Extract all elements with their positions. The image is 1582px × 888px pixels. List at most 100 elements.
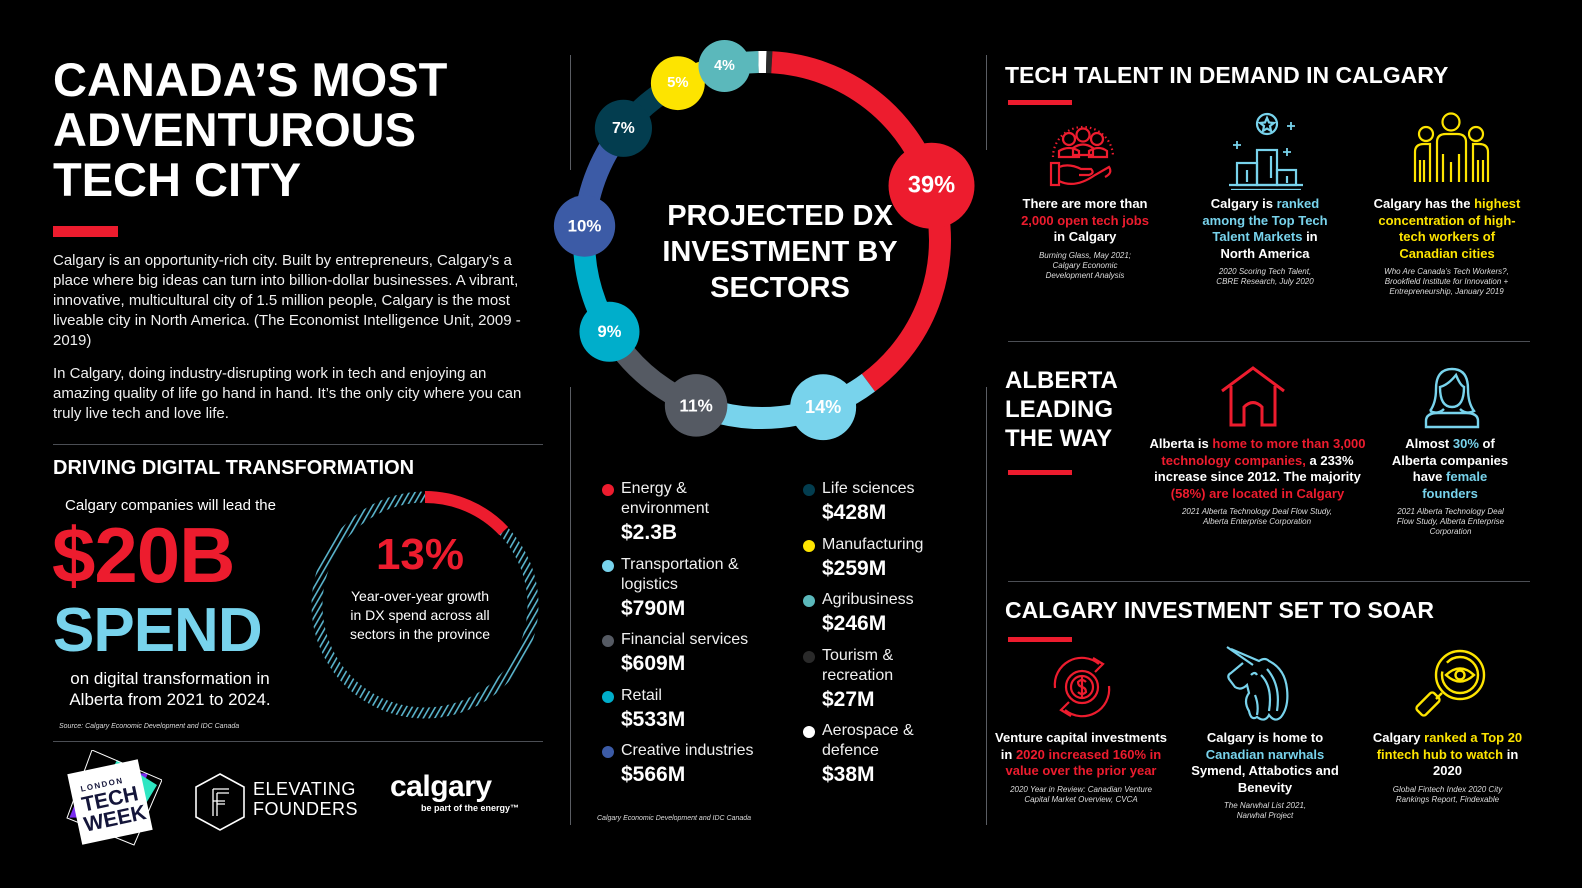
stat-highlight: home to more than 3,000 technology compa… — [1161, 436, 1366, 468]
divider-right-2 — [1008, 581, 1530, 582]
stat-text: Calgary is — [1210, 196, 1277, 211]
stat-text: a 233% increase since 2012. The majority — [1154, 452, 1361, 485]
investment-stat-fintech: Calgary ranked a Top 20 fintech hub to w… — [1370, 730, 1525, 805]
divider-left-2 — [53, 741, 543, 742]
stat-text: Symend, Attabotics and Benevity — [1191, 763, 1339, 795]
ef-line: ELEVATING — [253, 779, 356, 799]
calgary-logo: calgary — [390, 770, 492, 803]
legend-value: $566M — [621, 763, 686, 786]
divider-left-bottom — [570, 387, 571, 825]
intro-paragraph: Calgary is an opportunity-rich city. Bui… — [53, 252, 521, 349]
stat-text: in Calgary — [1053, 229, 1117, 244]
title-accent-bar — [53, 226, 118, 237]
dollar-cycle-icon — [1053, 656, 1111, 718]
ring-percent-label: 14% — [805, 397, 841, 417]
stat-text: Calgary has the — [1373, 196, 1475, 211]
unicorn-icon — [1226, 646, 1289, 721]
legend-value: $27M — [822, 688, 875, 711]
legend-name: Manufacturing — [822, 536, 924, 553]
divider-right-1 — [1008, 341, 1530, 342]
ef-line: FOUNDERS — [253, 799, 359, 819]
stat-highlight: Canadian narwhals — [1205, 746, 1325, 762]
growth-gauge — [311, 491, 539, 719]
ring-bubble — [664, 374, 728, 437]
alberta-section-title: ALBERTA LEADING THE WAY — [1005, 366, 1118, 453]
ring-bubble — [790, 374, 857, 441]
legend-name: Energy & environment — [621, 480, 710, 517]
legend-item: Financial services $609M — [602, 630, 792, 678]
ring-percent-label: 10% — [568, 217, 602, 236]
investment-accent-bar — [1008, 637, 1072, 642]
stat-text: Calgary — [1372, 730, 1425, 745]
legend-dot — [803, 595, 815, 607]
title-line: CANADA’S MOST — [53, 53, 448, 106]
elevating-founders-logo-mark — [195, 773, 245, 831]
growth-description: Year-over-year growth in DX spend across… — [349, 588, 491, 642]
stat-text: Calgary is home to — [1206, 730, 1324, 745]
stat-source: Burning Glass, May 2021; Calgary Economi… — [1038, 250, 1132, 280]
stat-source: Who Are Canada’s Tech Workers?, Brookfie… — [1384, 267, 1509, 296]
people-group-icon — [1413, 112, 1490, 182]
hand-people-icon — [1049, 125, 1115, 187]
investment-stat-venture: Venture capital investments in 2020 incr… — [995, 730, 1167, 805]
stat-text: in 2020 — [1433, 746, 1519, 779]
talent-accent-bar — [1008, 100, 1072, 105]
stat-source: The Narwhal List 2021, Narwhal Project — [1223, 801, 1307, 820]
stat-highlight: 2,000 open tech jobs — [1021, 212, 1149, 228]
divider-left-1 — [53, 444, 543, 445]
legend-value: $2.3B — [621, 521, 678, 544]
legend-name: Agribusiness — [822, 591, 914, 608]
legend-dot — [602, 746, 614, 758]
legend-item: Tourism & recreation $27M — [803, 646, 953, 714]
stat-source: 2021 Alberta Technology Deal Flow Study,… — [1181, 507, 1332, 526]
ring-bubble — [594, 99, 652, 157]
legend-dot — [803, 726, 815, 738]
talent-section-title: TECH TALENT IN DEMAND IN CALGARY — [1005, 62, 1449, 88]
stat-highlight: 30% — [1452, 436, 1479, 451]
legend-name: Transportation & logistics — [621, 556, 739, 593]
legend-dot — [602, 635, 614, 647]
growth-percent: 13% — [375, 530, 465, 579]
calgary-tagline: be part of the energy™ — [421, 803, 520, 813]
stat-text: of Alberta companies have — [1391, 436, 1509, 484]
talent-stat-ranking: Calgary is ranked among the Top Tech Tal… — [1195, 196, 1335, 287]
ring-percent-label: 7% — [612, 120, 635, 137]
legend-item: Life sciences $428M — [803, 479, 993, 527]
podium-star-icon — [1229, 112, 1303, 190]
divider-left-top — [570, 55, 571, 170]
legend-dot — [803, 651, 815, 663]
alberta-title-line: THE WAY — [1005, 425, 1113, 452]
legend-name: Life sciences — [822, 480, 915, 497]
stat-text: Alberta is — [1149, 436, 1213, 451]
stat-text: Almost — [1405, 436, 1453, 451]
stat-source: 2020 Year in Review: Canadian Venture Ca… — [1010, 784, 1152, 804]
gauge-fill-arc — [424, 491, 509, 536]
magnifier-eye-icon — [1415, 649, 1486, 717]
legend-value: $259M — [822, 557, 887, 580]
alberta-title-line: LEADING — [1005, 396, 1113, 423]
stat-highlight: (58%) are located in Calgary — [1170, 485, 1345, 501]
divider-right-bottom — [986, 387, 987, 825]
legend-name: Tourism & recreation — [822, 647, 894, 684]
legend-dot — [803, 540, 815, 552]
stat-highlight: highest concentration of high-tech worke… — [1378, 196, 1521, 261]
digital-section-title: DRIVING DIGITAL TRANSFORMATION — [53, 457, 415, 479]
intro-paragraph: In Calgary, doing industry-disrupting wo… — [53, 365, 522, 422]
legend-item: Manufacturing $259M — [803, 535, 993, 583]
legend-name: Aerospace & defence — [822, 722, 914, 759]
talent-stat-jobs: There are more than 2,000 open tech jobs… — [1015, 196, 1155, 281]
stat-source: 2021 Alberta Technology Deal Flow Study,… — [1396, 507, 1505, 536]
legend-value: $428M — [822, 501, 887, 524]
spend-label: SPEND — [53, 596, 263, 665]
legend-dot — [602, 484, 614, 496]
ring-percent-label: 39% — [908, 173, 955, 199]
legend-name: Retail — [621, 687, 662, 704]
spend-amount: $20B — [52, 511, 235, 599]
ring-bubble — [650, 56, 705, 111]
digital-lead: Calgary companies will lead the — [65, 497, 276, 514]
ring-bubble — [698, 40, 751, 92]
legend-dot — [602, 691, 614, 703]
legend-value: $790M — [621, 597, 686, 620]
stat-highlight: ranked among the Top Tech Talent Markets — [1202, 196, 1328, 244]
london-tech-week-logo: LONDON TECH WEEK — [66, 750, 162, 846]
